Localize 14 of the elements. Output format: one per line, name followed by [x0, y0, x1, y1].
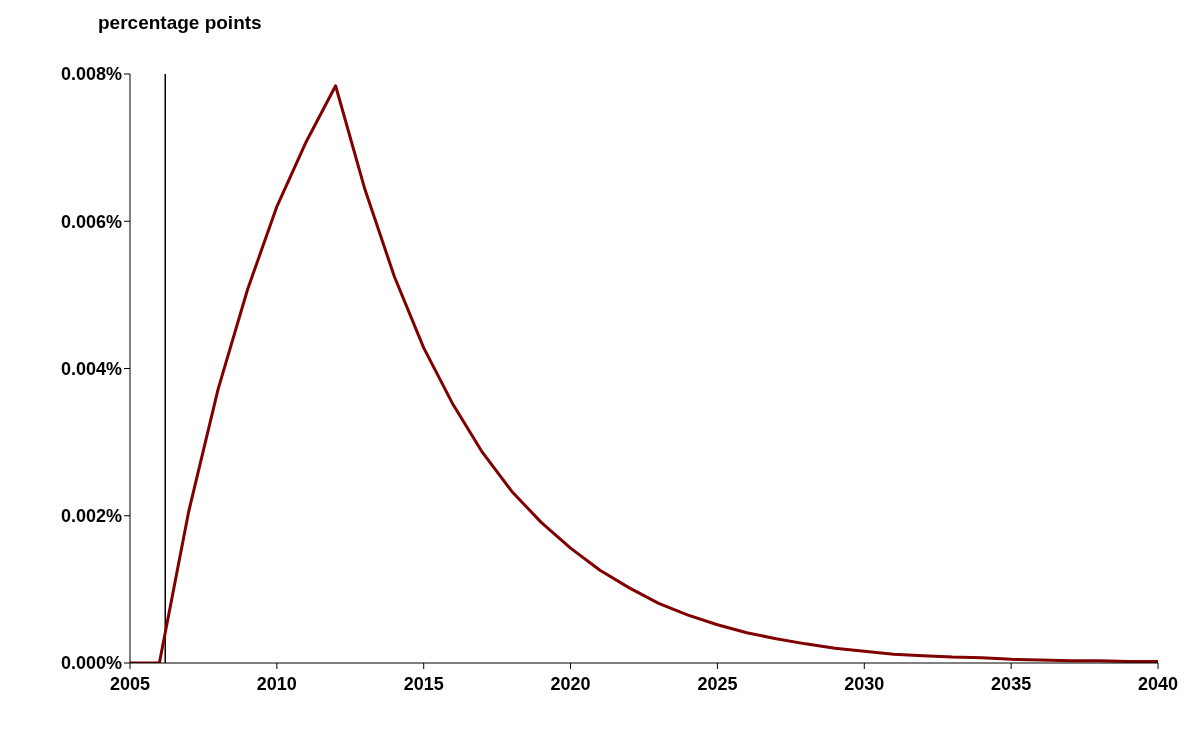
x-tick-label: 2030 [844, 673, 885, 694]
x-tick-label: 2020 [550, 673, 591, 694]
y-tick-label: 0.000% [60, 653, 122, 674]
x-tick-label: 2040 [1137, 673, 1179, 694]
x-tick-label: 2025 [697, 673, 738, 694]
y-tick-label: 0.002% [60, 506, 122, 527]
x-tick-label: 2010 [256, 673, 297, 694]
y-tick-label: 0.006% [60, 211, 122, 232]
y-axis-title: percentage points [98, 12, 262, 34]
y-tick-label: 0.004% [60, 358, 122, 379]
y-tick-label: 0.008% [60, 64, 122, 85]
x-tick-label: 2015 [403, 673, 444, 694]
x-tick-label: 2005 [109, 673, 151, 694]
x-tick-label: 2035 [991, 673, 1032, 694]
